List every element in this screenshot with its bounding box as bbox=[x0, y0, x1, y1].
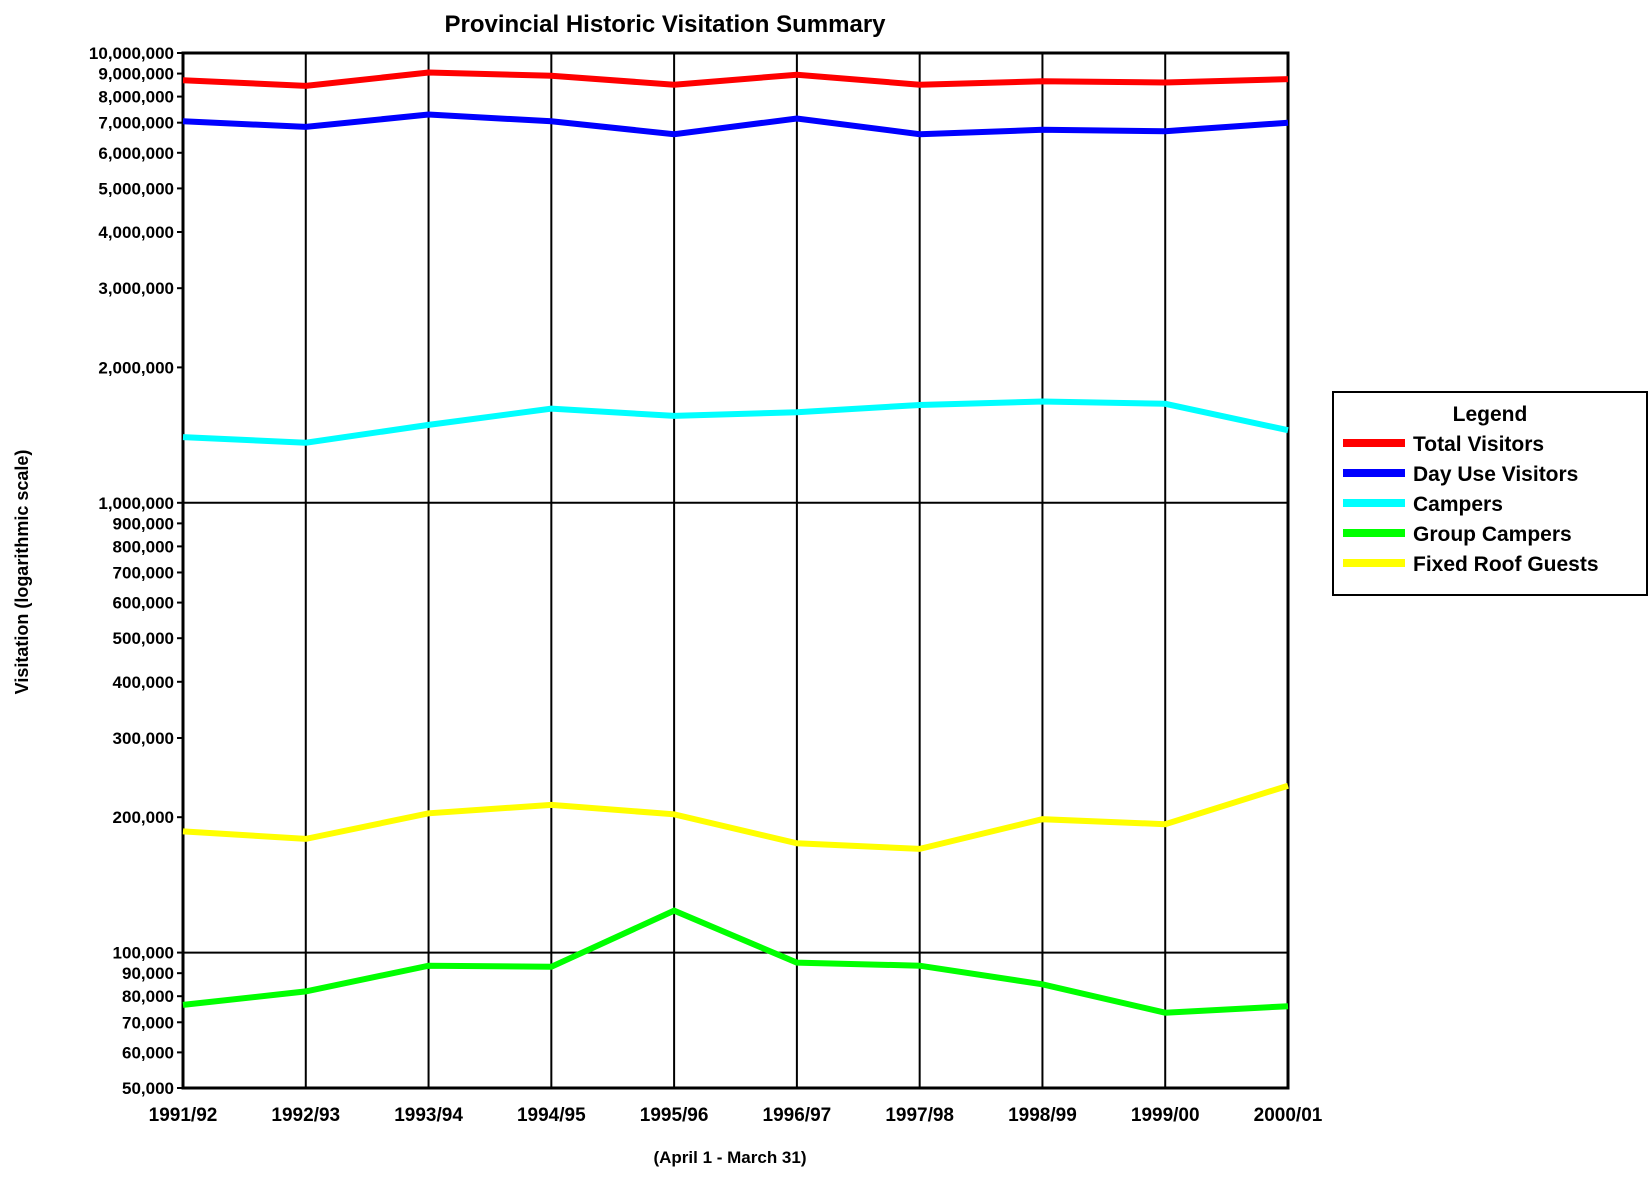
series-line-fixed-roof-guests bbox=[182, 782, 1289, 852]
x-tick-label: 1994/95 bbox=[517, 1105, 586, 1126]
y-tick-label: 10,000,000 bbox=[89, 44, 174, 63]
y-tick-label: 1,000,000 bbox=[98, 494, 174, 513]
y-tick-label: 800,000 bbox=[113, 537, 174, 556]
y-tick-label: 300,000 bbox=[113, 729, 174, 748]
legend: Legend Total Visitors Day Use Visitors Cam… bbox=[1332, 391, 1648, 596]
series-line-group-campers bbox=[182, 907, 1289, 1016]
y-axis: 10,000,000 9,000,000 8,000,000 7,000,000 6,0… bbox=[89, 44, 183, 1098]
legend-label-total-visitors: Total Visitors bbox=[1413, 433, 1544, 456]
y-tick-label: 4,000,000 bbox=[98, 223, 174, 242]
x-tick-label: 1998/99 bbox=[1008, 1105, 1077, 1126]
series-line-total-visitors bbox=[182, 69, 1289, 89]
chart-title: Provincial Historic Visitation Summary bbox=[444, 11, 886, 38]
x-tick-label: 1997/98 bbox=[885, 1105, 954, 1126]
x-tick-label: 1995/96 bbox=[640, 1105, 709, 1126]
x-tick-label: 2000/01 bbox=[1254, 1105, 1323, 1126]
x-axis: 1991/92 1992/93 1993/94 1994/95 1995/96 1996/… bbox=[149, 1105, 1323, 1126]
y-tick-label: 900,000 bbox=[113, 514, 174, 533]
legend-label-campers: Campers bbox=[1413, 493, 1503, 516]
y-tick-label: 3,000,000 bbox=[98, 279, 174, 298]
x-tick-label: 1999/00 bbox=[1131, 1105, 1200, 1126]
plot-frame bbox=[181, 51, 1290, 1090]
y-tick-label: 2,000,000 bbox=[98, 358, 174, 377]
y-tick-label: 400,000 bbox=[113, 673, 174, 692]
y-tick-label: 9,000,000 bbox=[98, 65, 174, 84]
x-tick-label: 1991/92 bbox=[149, 1105, 218, 1126]
legend-items: Total Visitors Day Use Visitors Campers Gro… bbox=[1343, 433, 1599, 576]
y-tick-label: 200,000 bbox=[113, 808, 174, 827]
x-tick-label: 1992/93 bbox=[271, 1105, 340, 1126]
y-tick-label: 80,000 bbox=[122, 987, 174, 1006]
y-tick-label: 70,000 bbox=[122, 1013, 174, 1032]
series-line-campers bbox=[182, 398, 1289, 446]
legend-label-day-use-visitors: Day Use Visitors bbox=[1413, 463, 1578, 486]
y-tick-label: 600,000 bbox=[113, 594, 174, 613]
x-axis-title: (April 1 - March 31) bbox=[653, 1148, 806, 1167]
plot-area: 10,000,000 9,000,000 8,000,000 7,000,000 6,0… bbox=[89, 44, 1323, 1126]
y-tick-label: 500,000 bbox=[113, 629, 174, 648]
y-tick-label: 90,000 bbox=[122, 964, 174, 983]
y-axis-title: Visitation (logarithmic scale) bbox=[12, 450, 32, 695]
y-tick-label: 7,000,000 bbox=[98, 114, 174, 133]
x-tick-label: 1993/94 bbox=[394, 1105, 463, 1126]
y-tick-label: 8,000,000 bbox=[98, 88, 174, 107]
y-tick-label: 700,000 bbox=[113, 563, 174, 582]
legend-label-group-campers: Group Campers bbox=[1413, 523, 1572, 546]
series-line-day-use-visitors bbox=[182, 111, 1289, 138]
x-tick-label: 1996/97 bbox=[763, 1105, 832, 1126]
gridlines bbox=[182, 53, 1289, 1088]
y-tick-label: 6,000,000 bbox=[98, 144, 174, 163]
y-tick-label: 60,000 bbox=[122, 1043, 174, 1062]
legend-label-fixed-roof-guests: Fixed Roof Guests bbox=[1413, 553, 1599, 576]
series-lines bbox=[182, 69, 1289, 1016]
legend-title: Legend bbox=[1453, 403, 1528, 426]
y-tick-label: 50,000 bbox=[122, 1079, 174, 1098]
y-tick-label: 100,000 bbox=[113, 944, 174, 963]
y-tick-label: 5,000,000 bbox=[98, 179, 174, 198]
